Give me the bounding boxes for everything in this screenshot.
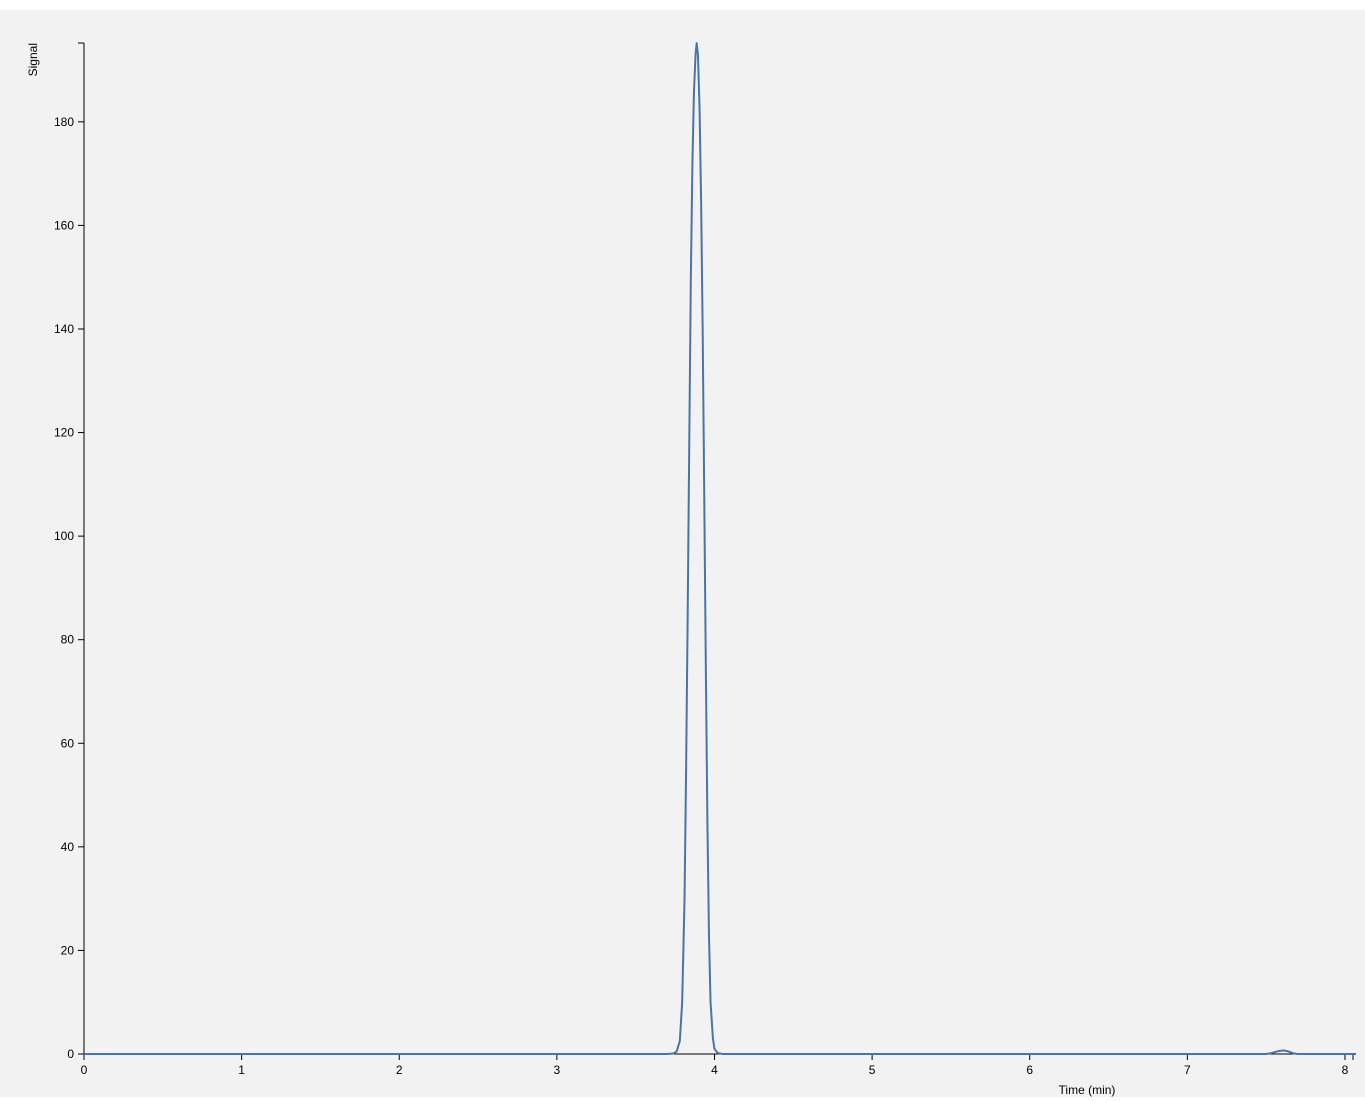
y-tick-label: 0 [67, 1047, 74, 1061]
x-tick-label: 4 [711, 1063, 718, 1077]
y-tick-label: 160 [54, 218, 74, 232]
x-tick-label: 5 [869, 1063, 876, 1077]
y-tick-label: 100 [54, 529, 74, 543]
x-tick-label: 1 [238, 1063, 245, 1077]
x-tick-label: 7 [1184, 1063, 1191, 1077]
x-tick-label: 8 [1342, 1063, 1349, 1077]
plot-background [0, 10, 1365, 1097]
y-tick-label: 80 [61, 633, 75, 647]
series-layer [84, 42, 1356, 1055]
x-axis-label: Time (min) [1059, 1083, 1116, 1097]
x-tick-label: 6 [1026, 1063, 1033, 1077]
y-tick-label: 20 [61, 943, 75, 957]
y-axis: 0 20 40 60 80 100 120 140 160 180 [54, 42, 85, 1061]
y-tick-label: 60 [61, 736, 75, 750]
x-tick-label: 2 [396, 1063, 403, 1077]
y-tick-label: 180 [54, 115, 74, 129]
y-axis-label: Signal [26, 43, 40, 76]
x-tick-label: 0 [81, 1063, 88, 1077]
y-tick-label: 120 [54, 426, 74, 440]
y-tick-label: 40 [61, 840, 75, 854]
signal-trace [84, 42, 1356, 1055]
y-tick-label: 140 [54, 322, 74, 336]
x-tick-label: 3 [554, 1063, 561, 1077]
